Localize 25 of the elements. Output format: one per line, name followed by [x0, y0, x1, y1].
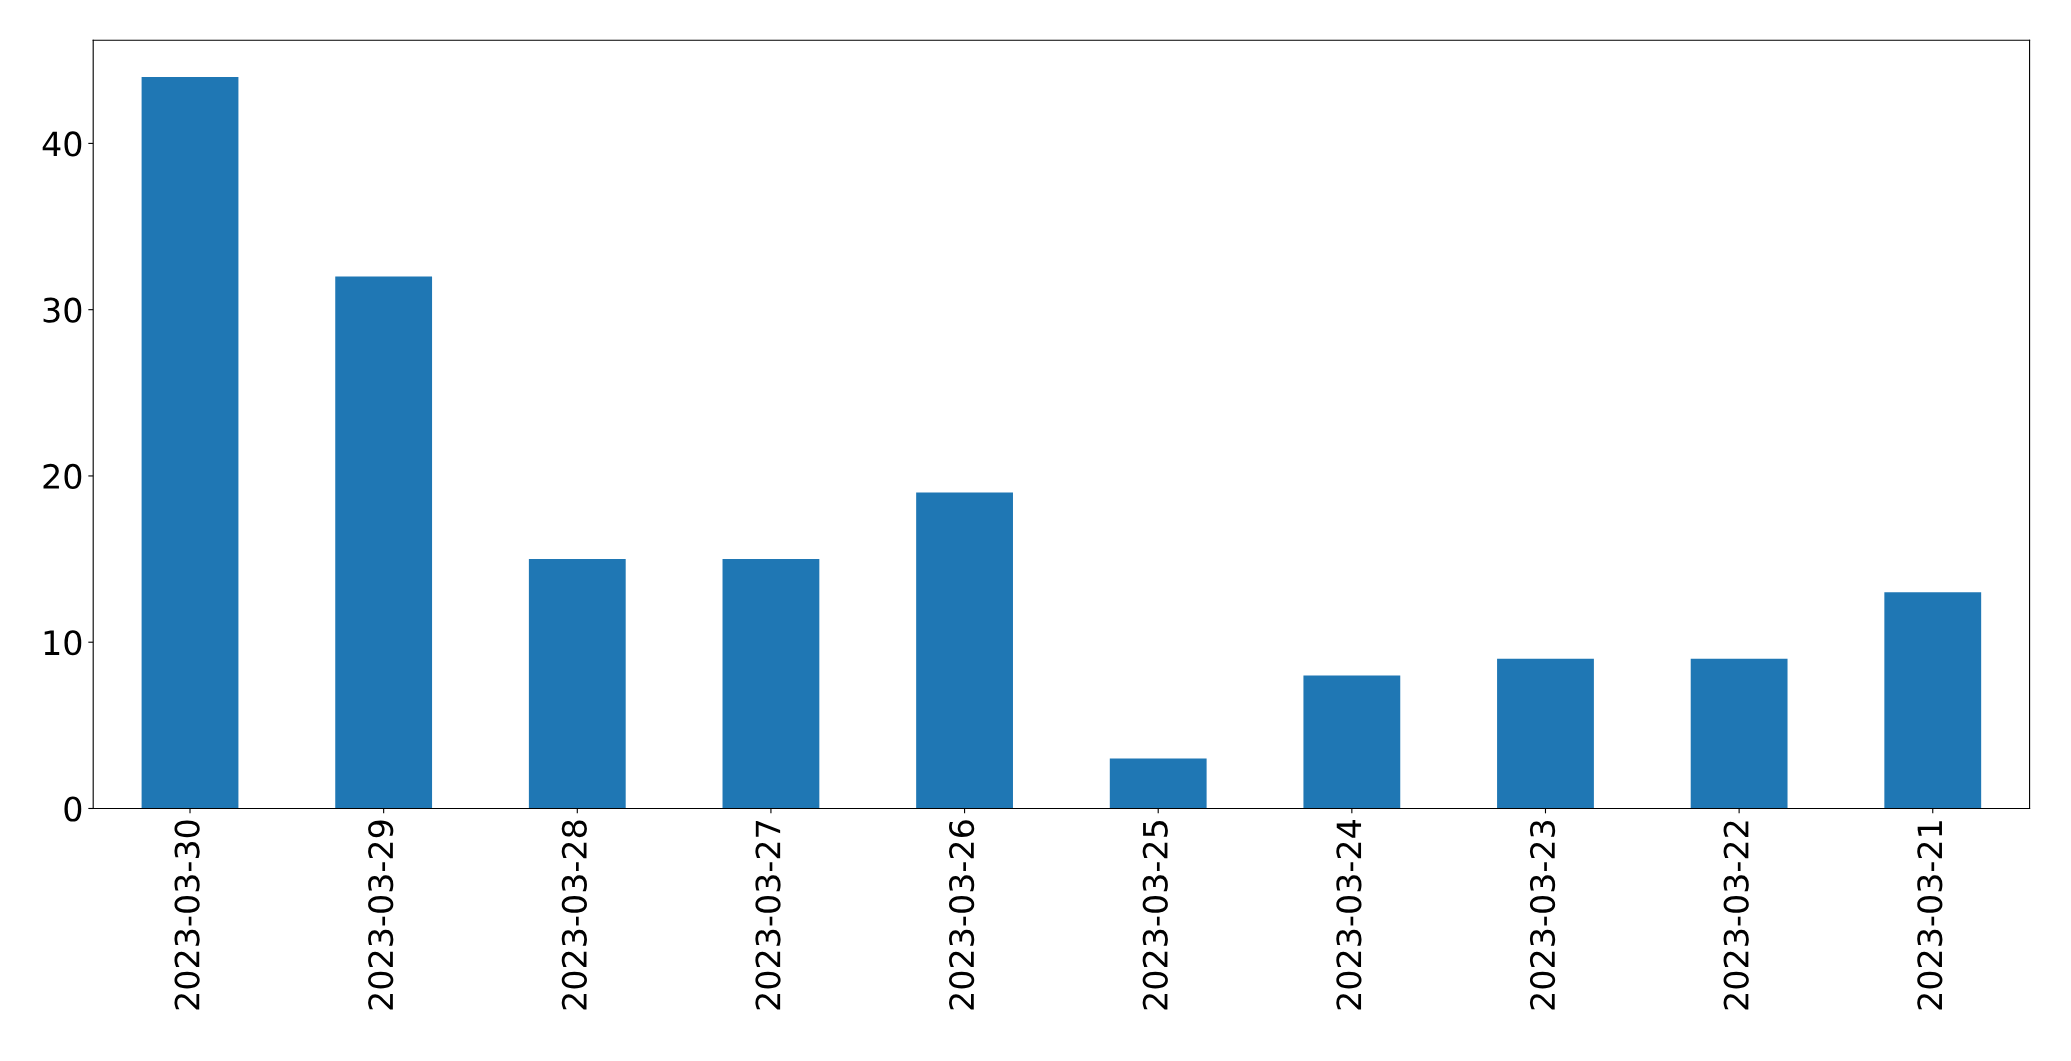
- x-tick-label: 2023-03-26: [949, 820, 975, 1010]
- x-tick-label: 2023-03-30: [174, 820, 200, 1010]
- bar: [1303, 675, 1401, 809]
- bar: [1690, 658, 1788, 809]
- bar: [335, 276, 433, 809]
- bar: [1884, 592, 1982, 809]
- x-tick-label: 2023-03-23: [1529, 820, 1556, 1010]
- x-tick-label: 2023-03-25: [1142, 821, 1168, 1010]
- bar: [916, 492, 1013, 809]
- bar: [722, 559, 820, 809]
- x-tick-label: 2023-03-22: [1723, 821, 1749, 1010]
- y-tick-label: 40: [42, 131, 82, 157]
- bar: [141, 76, 239, 809]
- y-tick-label: 20: [43, 463, 82, 490]
- x-tick-label: 2023-03-27: [755, 821, 781, 1010]
- y-tick-label: 30: [43, 297, 82, 323]
- x-tick-label: 2023-03-21: [1917, 821, 1943, 1010]
- x-tick-label: 2023-03-28: [561, 820, 587, 1010]
- bar: [1109, 758, 1207, 809]
- bar: [1497, 658, 1594, 809]
- y-tick-label: 0: [64, 796, 82, 822]
- x-tick-label: 2023-03-24: [1336, 820, 1362, 1010]
- y-tick-label: 10: [44, 630, 82, 656]
- x-tick-label: 2023-03-29: [368, 820, 394, 1010]
- bar: [528, 559, 626, 809]
